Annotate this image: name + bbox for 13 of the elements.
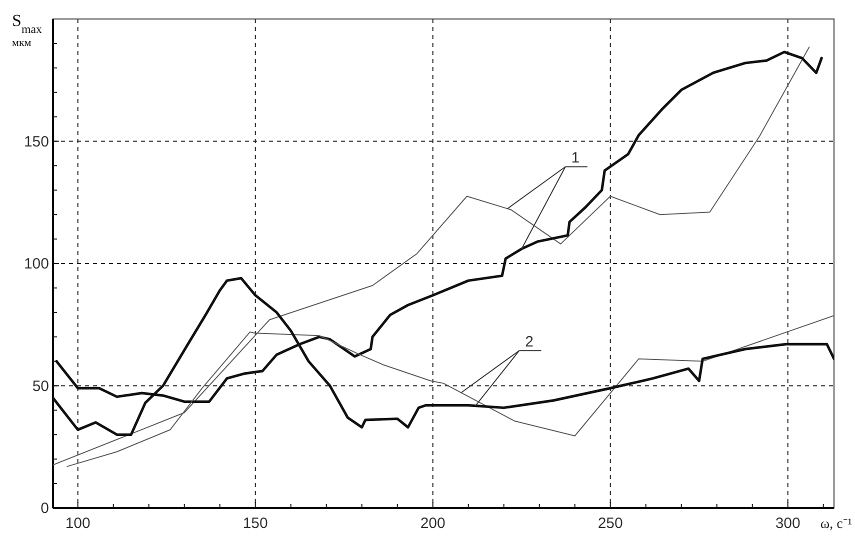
- x-axis-title: ω, с⁻¹: [820, 517, 852, 532]
- y-tick-label: 0: [40, 500, 49, 517]
- y-tick-label: 50: [32, 378, 49, 395]
- x-tick-label: 300: [775, 515, 800, 532]
- y-tick-label: 100: [24, 256, 49, 272]
- x-tick-label: 200: [420, 515, 446, 532]
- y-axis-title: S$_{max}$ мкм: [12, 11, 42, 49]
- annotation: 1: [571, 150, 580, 167]
- x-tick-label: 100: [65, 515, 90, 532]
- x-tick-label: 150: [242, 515, 268, 532]
- y-tick-label: 150: [24, 133, 49, 150]
- annotation: 2: [525, 334, 534, 351]
- x-tick-label: 250: [598, 515, 623, 532]
